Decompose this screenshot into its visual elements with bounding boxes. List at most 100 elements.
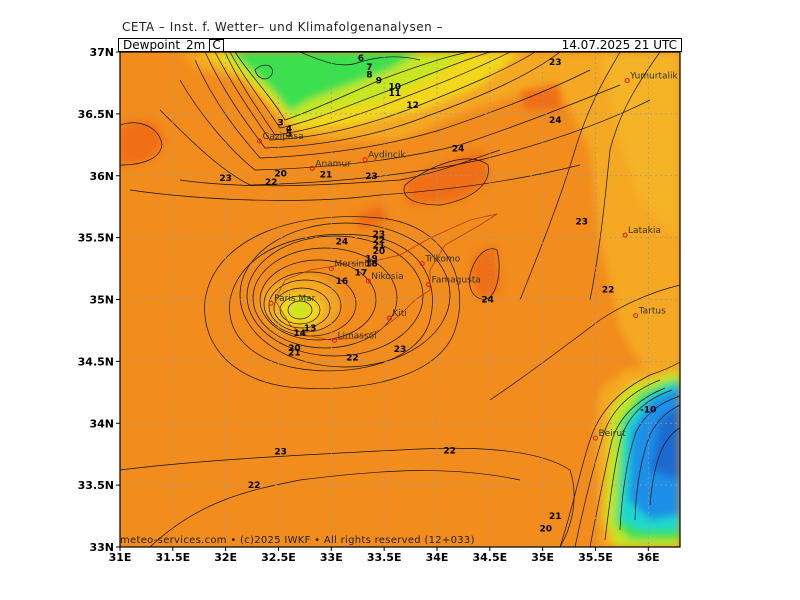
contour-value-label: 10: [388, 83, 401, 93]
place-label: Mersinlik: [334, 260, 375, 270]
place-label: Limassol: [337, 331, 376, 341]
contour-line: [204, 216, 461, 389]
contour-line: [589, 52, 661, 301]
contour-line: [649, 427, 680, 506]
contour-line: [403, 158, 489, 206]
contour-value-label: 20: [288, 344, 301, 354]
contour-value-label: 6: [358, 54, 364, 64]
place-label: Gazipasa: [262, 132, 303, 142]
contour-line: [129, 164, 581, 201]
contour-value-label: 24: [336, 237, 349, 247]
contour-value-label: 22: [373, 236, 386, 246]
contour-value-label: 13: [304, 324, 317, 334]
place-marker: [268, 300, 274, 306]
place-marker: [592, 435, 598, 441]
contour-line: [279, 295, 321, 325]
place-label: Yumurtalik: [629, 71, 678, 81]
contour-value-label: 21: [549, 512, 562, 522]
place-label: Aydincik: [368, 151, 406, 161]
contour-line: [179, 149, 501, 187]
place-label: Latakia: [628, 226, 661, 236]
field-name: Dewpoint_2m: [123, 38, 206, 52]
contour-value-label: 20: [274, 169, 287, 179]
contour-line: [204, 52, 561, 149]
place-marker: [622, 232, 628, 238]
contour-value-label: -10: [640, 406, 656, 416]
lon-tick-label: 31.5E: [156, 551, 191, 564]
contour-value-label: 12: [406, 101, 419, 111]
contour-value-label: 20: [540, 524, 553, 534]
place-label: Anamur: [315, 159, 351, 169]
axis-ticks: 31E 31.5E 32E 32.5E 33E 33.5E 34E 34.5E 35E 35.5E…: [78, 46, 660, 564]
place-marker: [362, 157, 368, 163]
lat-tick-label: 34N: [89, 417, 114, 430]
contour-value-label: 11: [388, 89, 401, 99]
place-marker: [426, 282, 432, 288]
place-marker: [419, 261, 425, 267]
contour-value-label: 23: [394, 345, 407, 355]
contour-line: [604, 389, 673, 541]
cyprus-center-fill: [290, 302, 310, 318]
contour-value-label: 3: [277, 119, 283, 129]
contour-line: [214, 52, 536, 141]
place-marker: [624, 77, 630, 83]
lat-tick-label: 37N: [89, 46, 114, 59]
lon-tick-label: 33.5E: [367, 551, 402, 564]
contour-line: [489, 284, 680, 401]
contour-line: [149, 470, 521, 547]
contour-value-label: 23: [274, 448, 287, 458]
contour-line: [634, 404, 680, 521]
contour-value-label: 5: [286, 130, 292, 140]
contour-value-label: 23: [365, 172, 378, 182]
place-label: Tartus: [638, 307, 666, 317]
contour-line: [252, 247, 398, 349]
lat-tick-label: 35N: [89, 294, 114, 307]
contour-value-label: 24: [481, 296, 494, 306]
contour-line: [574, 379, 661, 547]
contour-line: [229, 233, 433, 372]
contour-line: [619, 395, 680, 531]
lat-tick-label: 36N: [89, 170, 114, 183]
contour-line: [239, 222, 451, 368]
contour-line: [268, 279, 342, 333]
contour-value-label: 20: [373, 247, 386, 257]
contour-value-label: 22: [602, 286, 615, 296]
lon-tick-label: 34E: [426, 551, 449, 564]
contour-line: [234, 52, 471, 121]
graticule: [120, 52, 680, 547]
contour-line: [246, 235, 424, 357]
place-marker: [256, 138, 262, 144]
contour-line: [273, 287, 331, 329]
contour-value-label: 22: [248, 481, 261, 491]
north-green-band: [230, 52, 420, 112]
place-marker: [331, 337, 337, 343]
contour-value-label: 23: [549, 58, 562, 68]
contour-line: [299, 52, 421, 66]
contour-value-label: 21: [373, 241, 386, 251]
contour-value-label: 22: [443, 446, 456, 456]
place-label: Beirut: [598, 429, 626, 439]
place-label: Famagusta: [432, 276, 481, 286]
lon-tick-label: 33E: [320, 551, 343, 564]
place-marker: [386, 315, 392, 321]
lon-tick-label: 32E: [214, 551, 237, 564]
place-label: Paris Mar: [274, 294, 316, 304]
contour-line: [224, 52, 511, 136]
contour-value-label: 21: [288, 349, 301, 359]
patch-ne: [520, 85, 560, 110]
contour-value-label: 23: [373, 230, 386, 240]
lat-tick-label: 34.5N: [78, 355, 114, 368]
contour-value-label: 24: [452, 145, 465, 155]
valid-time: 14.07.2025 21 UTC: [561, 38, 677, 52]
patch-west: [120, 120, 165, 165]
contour-value-label: 16: [336, 277, 349, 287]
place-markers: Yumurtalik Gazipasa Anamur Aydincik Latakia T…: [256, 71, 679, 441]
lat-tick-label: 33.5N: [78, 479, 114, 492]
place-marker: [328, 266, 334, 272]
lon-tick-label: 31E: [109, 551, 132, 564]
place-marker: [309, 165, 315, 171]
light-orange-ne: [600, 52, 680, 240]
patch-east: [470, 245, 500, 300]
contour-value-label: 8: [366, 70, 372, 80]
